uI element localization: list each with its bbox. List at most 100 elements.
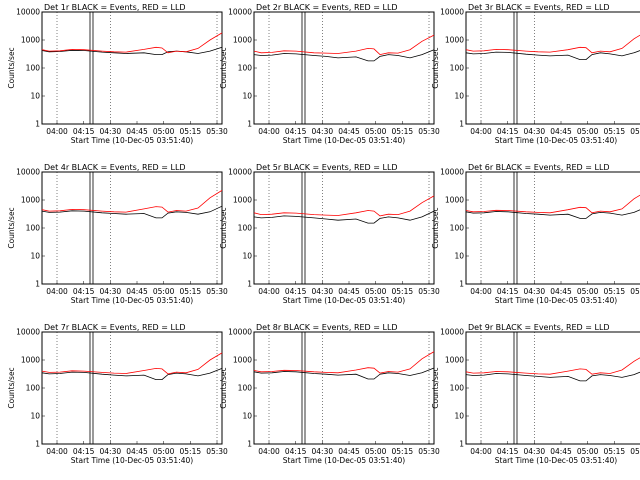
x-tick-label: 04:30 xyxy=(100,287,122,296)
y-tick-label: 10 xyxy=(30,252,40,261)
plot-box xyxy=(465,331,640,445)
x-tick-label: 04:15 xyxy=(497,287,519,296)
y-tick-label: 100 xyxy=(238,64,253,73)
x-tick-label: 05:00 xyxy=(153,287,175,296)
panel-9: Det 9r BLACK = Events, RED = LLD 1 10 100 10… xyxy=(431,323,640,465)
x-tick-label: 04:15 xyxy=(497,447,519,456)
x-axis-label: Start Time (10-Dec-05 03:51:40) xyxy=(495,136,617,145)
y-tick-label: 100 xyxy=(238,384,253,393)
x-tick-label: 05:15 xyxy=(180,287,202,296)
x-tick-label: 04:30 xyxy=(524,127,546,136)
y-tick-label: 1000 xyxy=(445,36,464,45)
x-tick-label: 05:00 xyxy=(365,447,387,456)
panel-title: Det 8r BLACK = Events, RED = LLD xyxy=(256,323,398,332)
series-events xyxy=(41,368,223,380)
series-lld xyxy=(41,190,223,213)
x-tick-label: 04:45 xyxy=(126,447,148,456)
x-tick-label: 05:30 xyxy=(206,447,228,456)
y-axis-label: Counts/sec xyxy=(7,367,16,408)
y-tick-label: 100 xyxy=(450,64,465,73)
series-lld xyxy=(41,352,223,375)
panel-title: Det 9r BLACK = Events, RED = LLD xyxy=(468,323,610,332)
y-axis-label: Counts/sec xyxy=(7,207,16,248)
y-tick-label: 10 xyxy=(454,252,464,261)
x-tick-label: 04:45 xyxy=(126,287,148,296)
x-axis-label: Start Time (10-Dec-05 03:51:40) xyxy=(495,456,617,465)
y-axis-label: Counts/sec xyxy=(431,207,440,248)
series-lld xyxy=(41,32,223,54)
plot-box xyxy=(41,171,223,285)
y-tick-label: 1 xyxy=(459,440,464,449)
x-tick-label: 04:45 xyxy=(338,287,360,296)
panel-4: Det 4r BLACK = Events, RED = LLD 1 10 100 10… xyxy=(7,163,228,305)
y-tick-label: 10 xyxy=(242,252,252,261)
x-tick-label: 04:15 xyxy=(285,447,307,456)
y-tick-label: 10000 xyxy=(440,8,464,17)
y-tick-label: 10000 xyxy=(440,328,464,337)
x-tick-label: 04:15 xyxy=(285,287,307,296)
panel-8: Det 8r BLACK = Events, RED = LLD 1 10 100 10… xyxy=(219,323,440,465)
x-tick-label: 05:15 xyxy=(392,447,414,456)
y-tick-label: 10 xyxy=(30,412,40,421)
series-lld xyxy=(465,34,640,54)
series-lld xyxy=(465,357,640,375)
y-tick-label: 1000 xyxy=(21,36,40,45)
y-tick-label: 1 xyxy=(35,280,40,289)
panel-3: Det 3r BLACK = Events, RED = LLD 1 10 100 10… xyxy=(431,3,640,145)
x-axis-label: Start Time (10-Dec-05 03:51:40) xyxy=(283,296,405,305)
y-tick-label: 100 xyxy=(238,224,253,233)
y-tick-label: 100 xyxy=(450,384,465,393)
y-tick-label: 100 xyxy=(26,384,41,393)
x-tick-label: 05:15 xyxy=(604,447,626,456)
x-tick-label: 04:45 xyxy=(126,127,148,136)
plot-box xyxy=(253,331,435,445)
x-tick-label: 04:45 xyxy=(338,447,360,456)
y-tick-label: 10000 xyxy=(440,168,464,177)
y-tick-label: 1000 xyxy=(21,356,40,365)
series-events xyxy=(253,367,435,380)
x-tick-label: 04:30 xyxy=(524,447,546,456)
x-axis-label: Start Time (10-Dec-05 03:51:40) xyxy=(71,456,193,465)
x-tick-label: 05:30 xyxy=(630,127,640,136)
series-events xyxy=(253,49,435,62)
x-tick-label: 05:30 xyxy=(206,287,228,296)
y-tick-label: 1 xyxy=(35,120,40,129)
series-events xyxy=(41,46,223,55)
x-tick-label: 05:30 xyxy=(630,447,640,456)
series-events xyxy=(41,205,223,219)
series-lld xyxy=(253,34,435,56)
x-tick-label: 04:00 xyxy=(470,127,492,136)
x-tick-label: 04:00 xyxy=(46,287,68,296)
x-tick-label: 04:00 xyxy=(258,287,280,296)
plot-box xyxy=(41,11,223,125)
y-tick-label: 100 xyxy=(26,64,41,73)
x-tick-label: 04:00 xyxy=(46,127,68,136)
y-axis-label: Counts/sec xyxy=(431,47,440,88)
x-tick-label: 04:45 xyxy=(550,287,572,296)
y-tick-label: 1000 xyxy=(21,196,40,205)
y-axis-label: Counts/sec xyxy=(7,47,16,88)
y-tick-label: 10 xyxy=(30,92,40,101)
plot-box xyxy=(465,171,640,285)
x-tick-label: 04:30 xyxy=(312,287,334,296)
x-tick-label: 04:30 xyxy=(100,447,122,456)
y-tick-label: 100 xyxy=(26,224,41,233)
series-events xyxy=(465,209,640,219)
x-tick-label: 05:15 xyxy=(392,287,414,296)
x-tick-label: 04:30 xyxy=(312,447,334,456)
series-events xyxy=(465,371,640,382)
x-tick-label: 05:30 xyxy=(206,127,228,136)
x-axis-label: Start Time (10-Dec-05 03:51:40) xyxy=(71,136,193,145)
x-tick-label: 04:00 xyxy=(470,447,492,456)
plot-box xyxy=(253,171,435,285)
x-axis-label: Start Time (10-Dec-05 03:51:40) xyxy=(71,296,193,305)
y-tick-label: 1000 xyxy=(233,36,252,45)
x-tick-label: 05:15 xyxy=(604,127,626,136)
panel-title: Det 6r BLACK = Events, RED = LLD xyxy=(468,163,610,172)
plot-box xyxy=(41,331,223,445)
y-tick-label: 10 xyxy=(454,92,464,101)
x-tick-label: 04:15 xyxy=(73,127,95,136)
y-tick-label: 1000 xyxy=(445,356,464,365)
panel-5: Det 5r BLACK = Events, RED = LLD 1 10 100 10… xyxy=(219,163,440,305)
x-tick-label: 05:00 xyxy=(577,127,599,136)
